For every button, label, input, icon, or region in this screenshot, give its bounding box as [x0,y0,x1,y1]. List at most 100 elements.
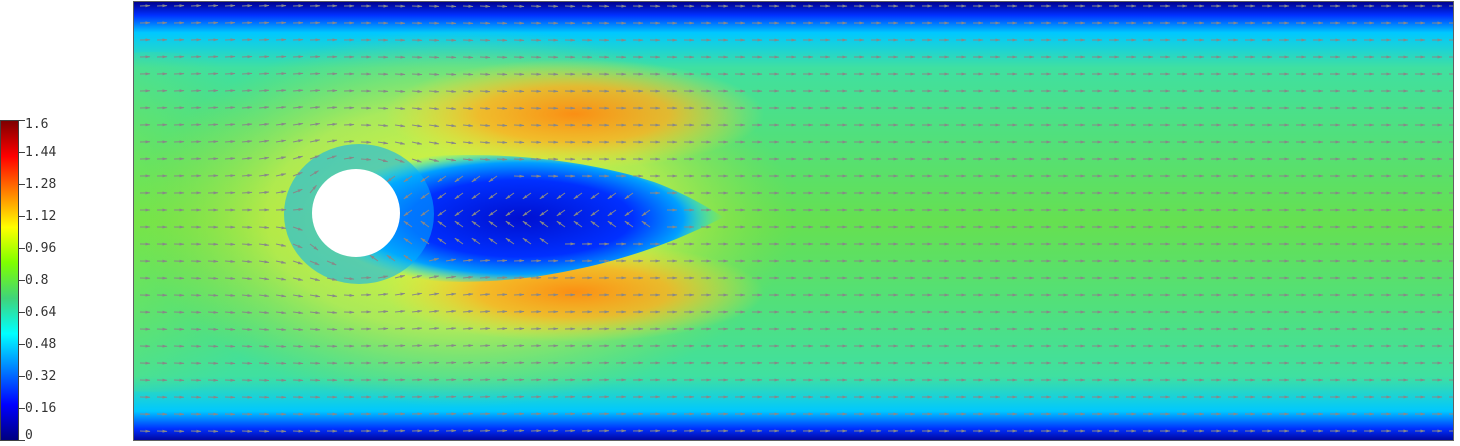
colorbar-tick [19,280,25,281]
velocity-arrow [326,277,338,281]
velocity-arrow [420,175,430,183]
colorbar-tick-label: 1.44 [25,145,57,160]
velocity-arrow [258,173,270,177]
velocity-arrow [292,122,304,126]
velocity-arrow [394,344,406,348]
velocity-arrow [437,175,447,183]
velocity-arrow [428,158,440,162]
velocity-arrow [454,237,464,245]
velocity-arrow [394,89,406,93]
velocity-arrow [377,275,389,279]
velocity-arrow [224,276,236,280]
velocity-arrow [258,344,270,348]
velocity-arrow [241,156,253,160]
velocity-arrow [258,89,270,93]
velocity-arrow [403,237,413,245]
velocity-arrow [207,89,219,93]
velocity-arrow [437,209,447,217]
velocity-arrow [445,258,457,262]
velocity-arrow [292,344,304,348]
velocity-arrow [556,220,566,228]
velocity-arrow [224,157,236,161]
velocity-arrow [428,309,440,313]
velocity-arrow [292,188,303,194]
velocity-arrow [462,327,474,331]
velocity-arrow [573,209,583,217]
velocity-arrow [479,293,491,297]
velocity-arrow [445,141,457,145]
colorbar [0,120,19,441]
velocity-arrow [377,158,389,163]
velocity-arrow [428,344,440,348]
velocity-arrow [590,220,600,228]
velocity-arrow [445,361,457,365]
velocity-arrow [411,309,423,313]
velocity-arrow [224,310,236,314]
velocity-arrow [411,158,422,163]
velocity-arrow [624,209,634,217]
velocity-arrow [505,220,515,228]
velocity-arrow [326,327,338,331]
velocity-arrow [411,72,423,76]
velocity-arrow [394,107,406,110]
velocity-arrow [309,327,321,331]
velocity-arrow [607,192,617,200]
velocity-arrow [292,105,304,109]
velocity-arrow [224,106,236,110]
velocity-arrow [403,209,413,217]
velocity-arrow [394,292,406,296]
velocity-arrow [224,174,236,178]
velocity-arrow [326,155,337,160]
velocity-arrow [309,294,321,298]
velocity-arrow [292,89,304,93]
velocity-arrow [454,209,464,217]
velocity-arrow [479,123,491,127]
velocity-arrow [428,141,440,145]
velocity-arrow [539,220,549,228]
colorbar-tick [19,376,25,377]
velocity-arrow [624,192,634,200]
velocity-arrow [224,123,236,127]
velocity-arrow [309,277,321,282]
velocity-arrow [462,258,474,262]
colorbar-tick [19,184,25,185]
velocity-arrow [462,124,474,128]
colorbar-tick-label: 0.64 [25,305,57,320]
colorbar-tick [19,344,25,345]
velocity-arrow [292,294,304,298]
velocity-arrow [241,139,253,143]
velocity-arrow [437,220,447,228]
velocity-arrow [505,237,515,245]
velocity-arrow [292,327,304,331]
velocity-arrow [479,276,491,280]
velocity-arrow [292,208,304,212]
velocity-arrow [386,254,396,262]
velocity-arrow [326,139,338,143]
velocity-arrow [258,105,270,109]
velocity-arrow [258,361,270,365]
velocity-arrow [496,293,508,297]
velocity-arrow [326,260,337,266]
velocity-arrow [403,254,413,262]
velocity-arrow [428,258,440,262]
velocity-arrow [292,260,303,265]
velocity-arrow [488,220,498,228]
velocity-arrow [258,55,270,59]
velocity-arrow [539,237,549,245]
velocity-arrow [292,171,303,177]
velocity-arrow [241,89,253,93]
velocity-arrow [428,327,440,331]
colorbar-tick-label: 0.8 [25,273,49,288]
velocity-arrows [139,4,1453,433]
colorbar-tick-label: 0.96 [25,241,57,256]
colorbar-tick [19,408,25,409]
velocity-arrow [377,292,389,296]
velocity-arrow [488,175,498,183]
velocity-arrow [462,344,474,348]
velocity-arrow [462,89,474,93]
velocity-arrow [496,259,508,263]
velocity-arrow [326,310,338,314]
colorbar-tick [19,440,25,441]
velocity-arrow [360,157,372,161]
velocity-arrow [258,277,270,281]
